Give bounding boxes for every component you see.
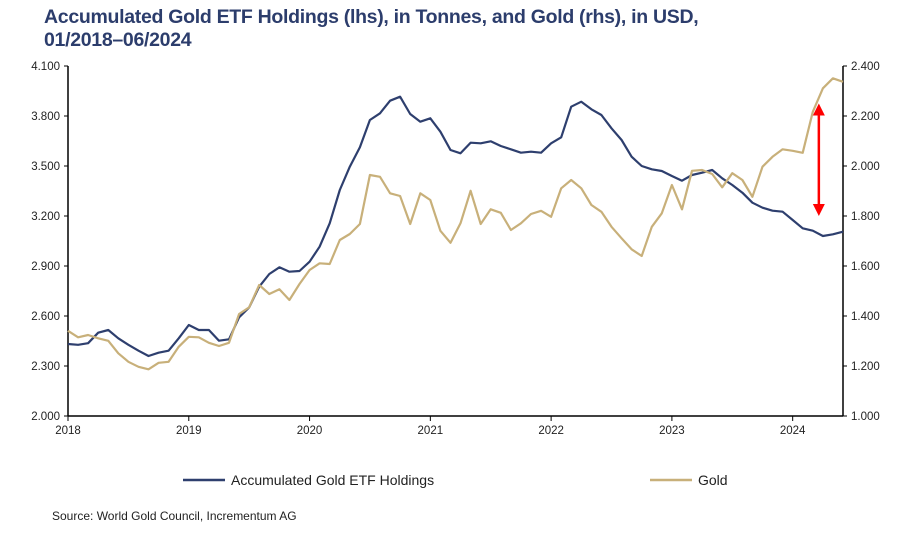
legend-label: Accumulated Gold ETF Holdings xyxy=(231,472,434,488)
x-tick-label: 2019 xyxy=(176,425,202,437)
source-note: Source: World Gold Council, Incrementum … xyxy=(52,509,297,523)
x-tick-label: 2021 xyxy=(418,425,444,437)
chart-title-line2: 01/2018–06/2024 xyxy=(44,29,192,51)
right-tick-label: 2.000 xyxy=(851,161,880,173)
left-tick-label: 3.800 xyxy=(31,111,60,123)
series-line-gold xyxy=(67,77,844,371)
legend-label: Gold xyxy=(698,472,728,488)
arrow-head-up xyxy=(812,103,825,116)
chart-title-line1: Accumulated Gold ETF Holdings (lhs), in … xyxy=(44,6,699,28)
arrow-head-down xyxy=(812,204,825,216)
series-line-accumulated-gold-etf-holdings xyxy=(67,95,844,358)
right-tick-label: 2.400 xyxy=(851,61,880,73)
right-tick-label: 1.600 xyxy=(851,261,880,273)
chart-title: Accumulated Gold ETF Holdings (lhs), in … xyxy=(44,6,699,52)
x-tick-label: 2022 xyxy=(538,425,564,437)
x-tick-label: 2018 xyxy=(55,425,81,437)
left-tick-label: 2.000 xyxy=(31,411,60,423)
x-tick-label: 2020 xyxy=(297,425,323,437)
left-tick-label: 2.900 xyxy=(31,261,60,273)
x-tick-label: 2024 xyxy=(780,425,806,437)
red-double-arrow xyxy=(812,103,825,216)
left-tick-label: 4.100 xyxy=(31,61,60,73)
right-tick-label: 1.000 xyxy=(851,411,880,423)
right-tick-label: 1.200 xyxy=(851,361,880,373)
right-tick-label: 1.800 xyxy=(851,211,880,223)
left-tick-label: 3.200 xyxy=(31,211,60,223)
left-tick-label: 3.500 xyxy=(31,161,60,173)
right-tick-label: 1.400 xyxy=(851,311,880,323)
x-tick-label: 2023 xyxy=(659,425,685,437)
right-tick-label: 2.200 xyxy=(851,111,880,123)
left-tick-label: 2.300 xyxy=(31,361,60,373)
left-tick-label: 2.600 xyxy=(31,311,60,323)
